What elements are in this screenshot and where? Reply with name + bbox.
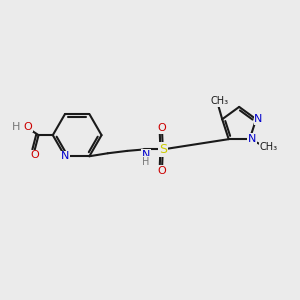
Text: O: O bbox=[23, 122, 32, 132]
Text: S: S bbox=[159, 143, 167, 156]
Text: H: H bbox=[12, 122, 20, 132]
Text: N: N bbox=[61, 151, 69, 161]
Text: N: N bbox=[254, 114, 263, 124]
Text: O: O bbox=[158, 166, 167, 176]
Text: CH₃: CH₃ bbox=[260, 142, 278, 152]
Text: N: N bbox=[142, 150, 150, 160]
Text: O: O bbox=[30, 150, 39, 160]
Text: N: N bbox=[248, 134, 256, 144]
Text: O: O bbox=[158, 123, 167, 133]
Text: CH₃: CH₃ bbox=[211, 96, 229, 106]
Text: H: H bbox=[142, 157, 150, 167]
